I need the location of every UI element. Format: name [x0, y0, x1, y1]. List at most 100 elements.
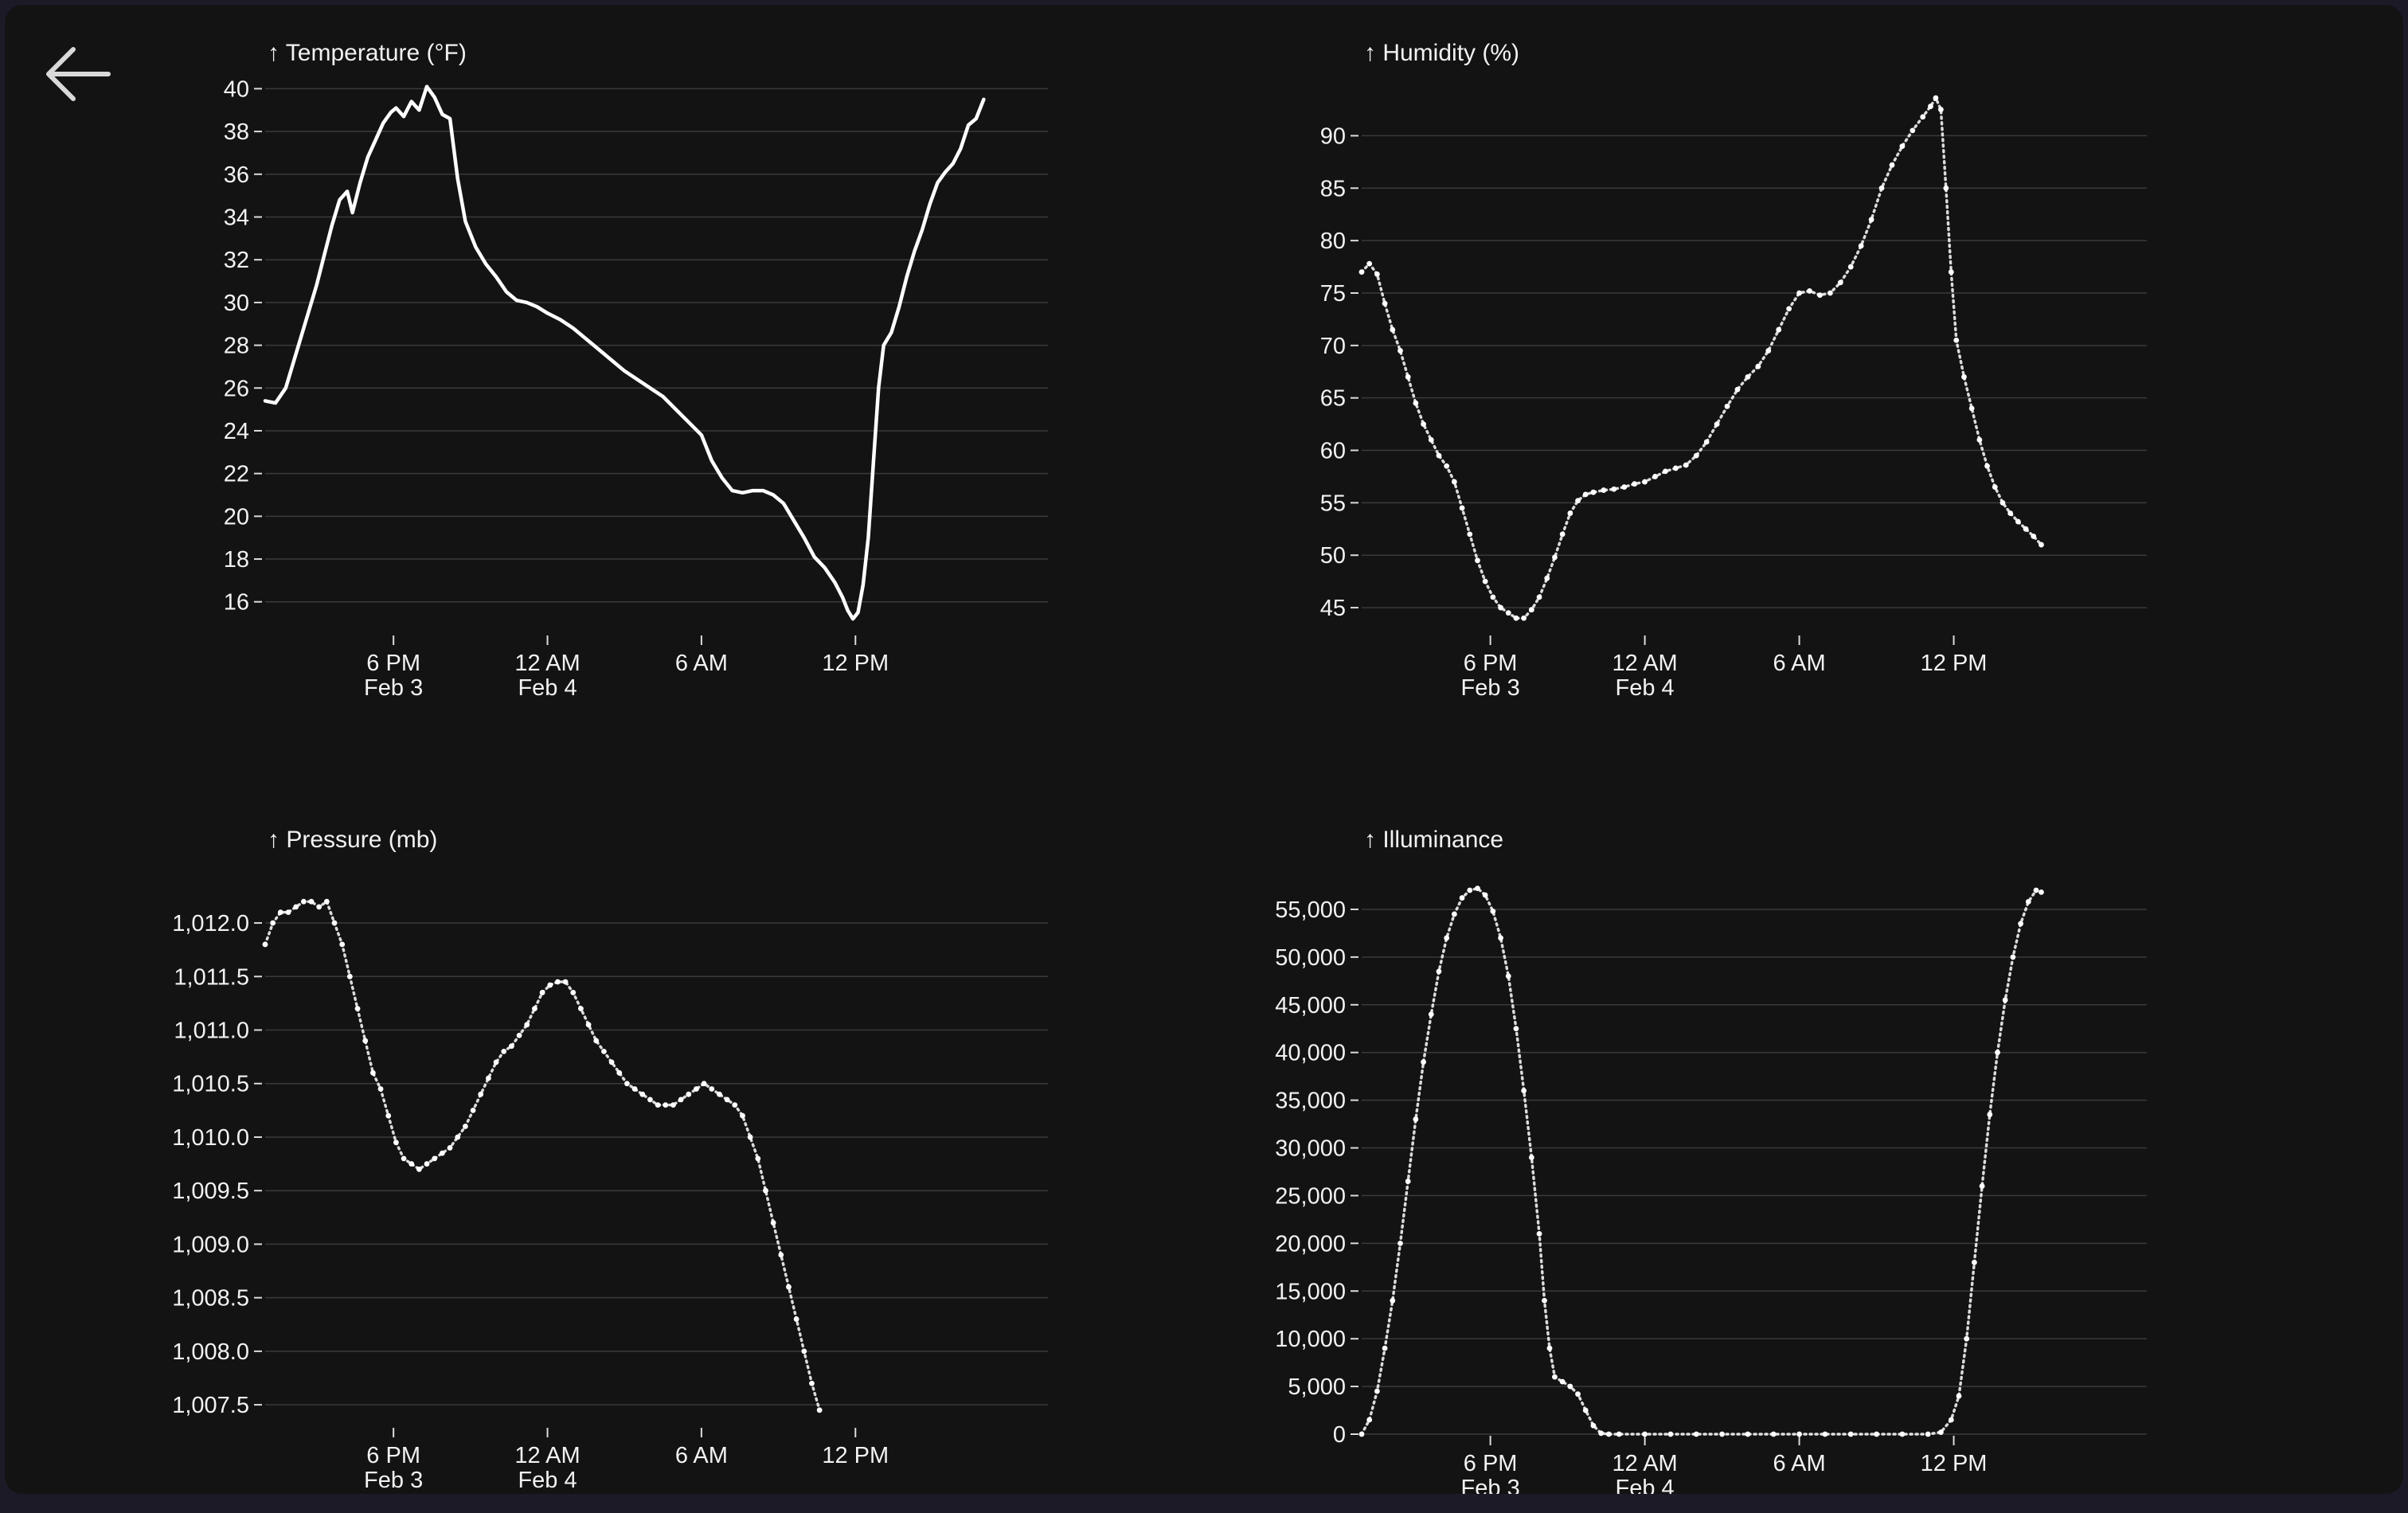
pressure-data-point: [801, 1348, 807, 1355]
humidity-data-point: [1459, 505, 1465, 511]
temperature-ytick-label: 16: [224, 590, 249, 616]
pressure-data-point: [578, 1006, 584, 1012]
temperature-xtick-sublabel: Feb 3: [364, 675, 423, 701]
humidity-data-point: [1582, 491, 1589, 498]
pressure-data-point: [369, 1069, 376, 1076]
pressure-data-point: [462, 1124, 468, 1129]
illuminance-data-point: [1582, 1407, 1589, 1413]
pressure-data-point: [293, 904, 299, 910]
illuminance-chart: ↑ Illuminance 0 5,000 10,000 15,000 20,000 25,…: [1275, 827, 2147, 1494]
humidity-xtick-label: 12 AM: [1612, 651, 1677, 676]
humidity-data-point: [1421, 421, 1426, 428]
illuminance-xtick-label: 6 AM: [1773, 1451, 1826, 1476]
pressure-data-point: [377, 1086, 384, 1092]
illuminance-data-point: [1616, 1431, 1622, 1437]
temperature-ytick-label: 22: [224, 462, 249, 487]
illuminance-data-point: [1770, 1431, 1777, 1437]
illuminance-data-point: [1405, 1179, 1411, 1184]
humidity-data-point: [1968, 405, 1975, 412]
illuminance-data-point: [1358, 1431, 1365, 1437]
pressure-data-point: [516, 1032, 522, 1038]
illuminance-xtick-label: 12 PM: [1921, 1451, 1988, 1476]
pressure-xtick-label: 12 PM: [822, 1443, 889, 1468]
illuminance-data-point: [1642, 1431, 1648, 1437]
pressure-data-point: [678, 1097, 684, 1103]
temperature-xtick-sublabel: Feb 4: [518, 675, 577, 701]
illuminance-xtick-sublabel: Feb 4: [1616, 1476, 1675, 1494]
humidity-data-point: [1536, 594, 1542, 600]
illuminance-data-point: [1567, 1383, 1573, 1390]
pressure-data-point: [555, 979, 561, 985]
illuminance-data-point: [1374, 1388, 1380, 1394]
humidity-data-point: [1693, 452, 1699, 459]
illuminance-data-point: [1979, 1183, 1985, 1189]
humidity-data-point: [1482, 578, 1488, 584]
pressure-ytick-label: 1,012.0: [172, 911, 249, 936]
illuminance-ytick-label: 5,000: [1288, 1374, 1346, 1400]
illuminance-ytick-label: 20,000: [1275, 1231, 1346, 1257]
pressure-ytick-label: 1,009.0: [172, 1232, 249, 1257]
humidity-xtick-sublabel: Feb 4: [1616, 675, 1675, 701]
pressure-data-point: [747, 1134, 753, 1140]
illuminance-series-trace: [1360, 886, 2043, 1436]
pressure-data-point: [346, 973, 353, 979]
humidity-data-point: [1436, 452, 1442, 459]
illuminance-data-point: [1575, 1391, 1581, 1398]
pressure-data-point: [470, 1107, 476, 1113]
humidity-xtick-label: 6 PM: [1464, 651, 1518, 676]
illuminance-ytick-label: 55,000: [1275, 897, 1346, 923]
humidity-ytick-label: 45: [1320, 596, 1346, 621]
humidity-data-point: [1374, 271, 1380, 277]
illuminance-data-point: [1421, 1059, 1426, 1065]
humidity-ytick-label: 70: [1320, 334, 1346, 359]
pressure-data-point: [532, 1006, 538, 1012]
humidity-data-point: [1405, 373, 1411, 380]
illuminance-data-point: [1428, 1011, 1434, 1018]
humidity-data-point: [2007, 510, 2014, 516]
humidity-data-point: [1683, 462, 1689, 468]
illuminance-data-point: [1559, 1378, 1566, 1385]
humidity-data-point: [1673, 465, 1679, 471]
illuminance-data-point: [1796, 1431, 1802, 1437]
humidity-data-point: [1475, 557, 1480, 564]
humidity-data-point: [1642, 479, 1648, 485]
humidity-data-point: [2039, 541, 2044, 548]
humidity-data-point: [1444, 463, 1450, 469]
pressure-data-point: [478, 1091, 484, 1097]
humidity-data-point: [1745, 373, 1751, 380]
humidity-xtick-label: 6 AM: [1773, 651, 1826, 676]
pressure-data-point: [778, 1252, 784, 1258]
illuminance-data-point: [1948, 1417, 1954, 1423]
illuminance-data-point: [1490, 908, 1496, 914]
humidity-data-point: [1513, 615, 1519, 621]
illuminance-ytick-label: 15,000: [1275, 1279, 1346, 1304]
back-button[interactable]: [40, 40, 116, 108]
illuminance-data-point: [1467, 887, 1473, 893]
pressure-data-point: [509, 1043, 514, 1050]
illuminance-data-point: [1459, 895, 1465, 901]
humidity-chart-title: ↑ Humidity (%): [1364, 40, 1519, 66]
illuminance-data-point: [1693, 1431, 1699, 1437]
pressure-data-point: [763, 1187, 768, 1194]
illuminance-data-point: [1546, 1345, 1553, 1351]
illuminance-data-point: [1847, 1431, 1854, 1437]
pressure-data-point: [416, 1166, 422, 1172]
humidity-ytick-label: 55: [1320, 491, 1346, 516]
humidity-data-point: [1632, 481, 1638, 487]
pressure-chart-title: ↑ Pressure (mb): [268, 827, 437, 853]
illuminance-data-point: [2010, 954, 2016, 960]
pressure-data-point: [300, 898, 307, 905]
pressure-data-point: [786, 1284, 792, 1290]
humidity-data-point: [1976, 436, 1983, 443]
humidity-data-point: [1943, 185, 1949, 191]
pressure-data-point: [455, 1134, 461, 1140]
humidity-data-point: [1837, 280, 1843, 286]
humidity-data-point: [1933, 95, 1939, 101]
temperature-ytick-label: 18: [224, 547, 249, 573]
pressure-data-point: [816, 1407, 823, 1413]
temperature-xtick-label: 6 AM: [675, 651, 728, 676]
pressure-data-point: [424, 1161, 430, 1167]
pressure-data-point: [362, 1038, 369, 1044]
pressure-data-point: [724, 1097, 730, 1103]
pressure-data-point: [717, 1091, 722, 1097]
